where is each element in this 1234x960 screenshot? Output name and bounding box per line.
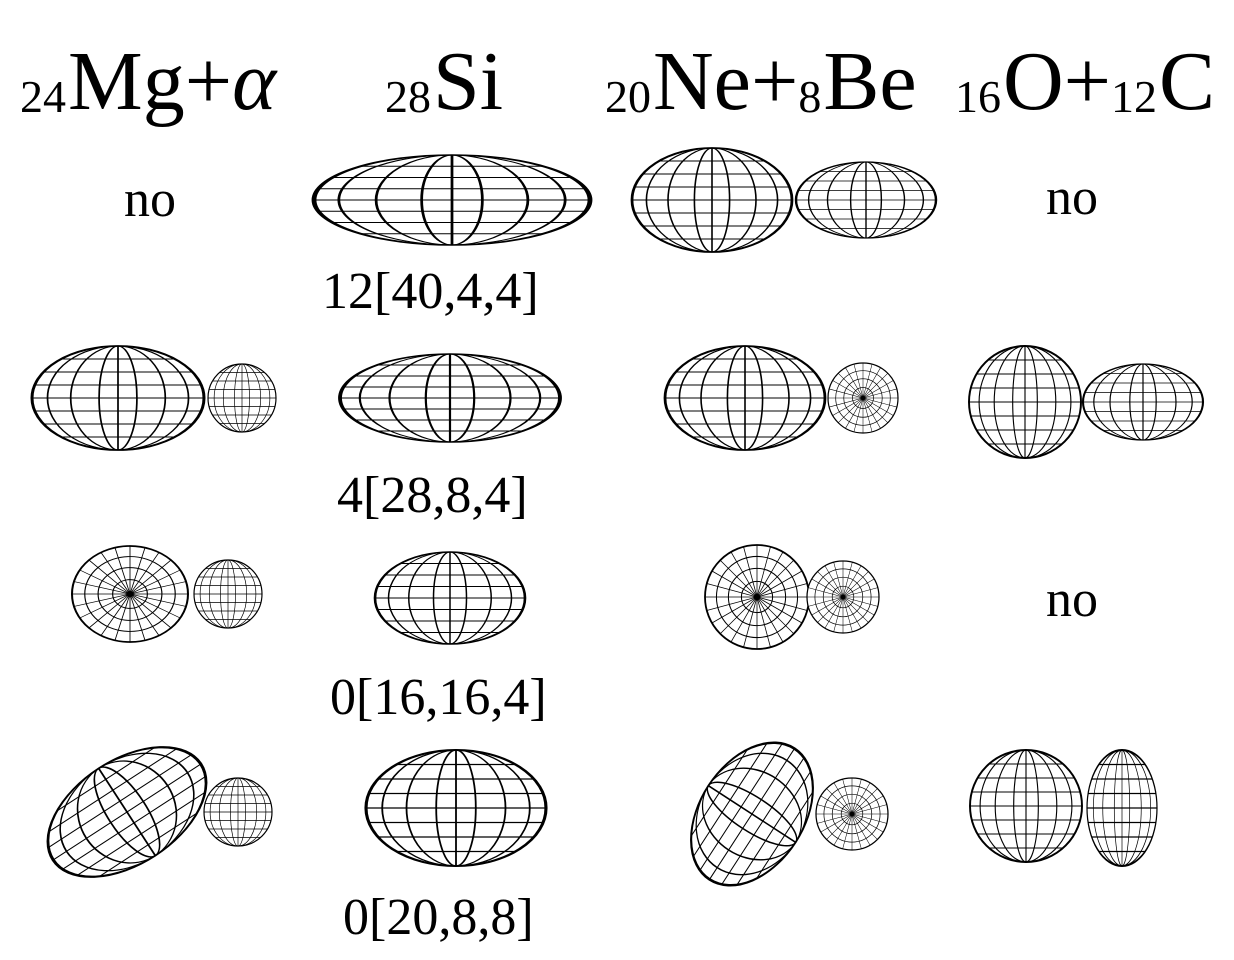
alpha-sphere-row3 xyxy=(193,559,263,629)
si-ellipsoid-row1 xyxy=(314,155,590,245)
o-sphere-row2 xyxy=(968,345,1082,459)
mass-number: 12 xyxy=(1111,71,1158,122)
config-label-row4: 0[20,8,8] xyxy=(343,889,534,946)
no-label: no xyxy=(124,171,176,228)
be-ellipsoid-row1 xyxy=(794,160,938,240)
alpha-sphere-row2 xyxy=(207,363,277,433)
no-label: no xyxy=(1046,571,1098,628)
be-polar-row4 xyxy=(815,777,889,851)
config-label-row1: 12[40,4,4] xyxy=(322,263,539,320)
config-label-row2: 4[28,8,4] xyxy=(337,467,528,524)
element-symbol: Mg+ xyxy=(68,35,233,128)
c-ellipsoid-row4 xyxy=(1085,748,1159,868)
mg-tilted-ellipsoid-row4 xyxy=(23,719,231,905)
ne-polar-row3 xyxy=(704,544,810,650)
element-symbol: Ne+ xyxy=(653,35,799,128)
ne-tilted-ellipsoid-row4 xyxy=(664,719,840,909)
mass-number: 8 xyxy=(798,71,822,122)
header-mg-alpha: 24 Mg+ α xyxy=(20,14,276,124)
si-ellipsoid-row2 xyxy=(338,352,562,444)
c-ellipsoid-row2 xyxy=(1081,362,1205,442)
mass-number: 24 xyxy=(20,71,66,122)
alpha-symbol: α xyxy=(232,35,277,128)
mass-number: 20 xyxy=(605,71,651,122)
element-symbol: Be xyxy=(823,35,917,128)
alpha-sphere-row4 xyxy=(203,777,273,847)
ne-ellipsoid-row2 xyxy=(663,344,827,452)
mg-ellipsoid-row2 xyxy=(30,344,206,452)
mg-polar-row3 xyxy=(70,544,190,644)
be-polar-row2 xyxy=(827,362,899,434)
header-si: 28 Si xyxy=(385,14,503,124)
no-label: no xyxy=(1046,169,1098,226)
header-ne-be: 20 Ne+ 8 Be xyxy=(605,14,917,124)
si-ellipsoid-row3 xyxy=(373,550,527,646)
si-ellipsoid-row4 xyxy=(364,748,548,868)
header-o-c: 16 O+ 12 C xyxy=(955,14,1215,124)
config-label-row3: 0[16,16,4] xyxy=(330,669,547,726)
mass-number: 28 xyxy=(385,71,431,122)
ne-ellipsoid-row1 xyxy=(630,146,794,254)
o-sphere-row4 xyxy=(969,749,1083,863)
be-polar-row3 xyxy=(806,560,880,634)
element-symbol: Si xyxy=(433,35,504,128)
element-symbol: O+ xyxy=(1003,35,1112,128)
element-symbol: C xyxy=(1159,35,1216,128)
mass-number: 16 xyxy=(955,71,1001,122)
